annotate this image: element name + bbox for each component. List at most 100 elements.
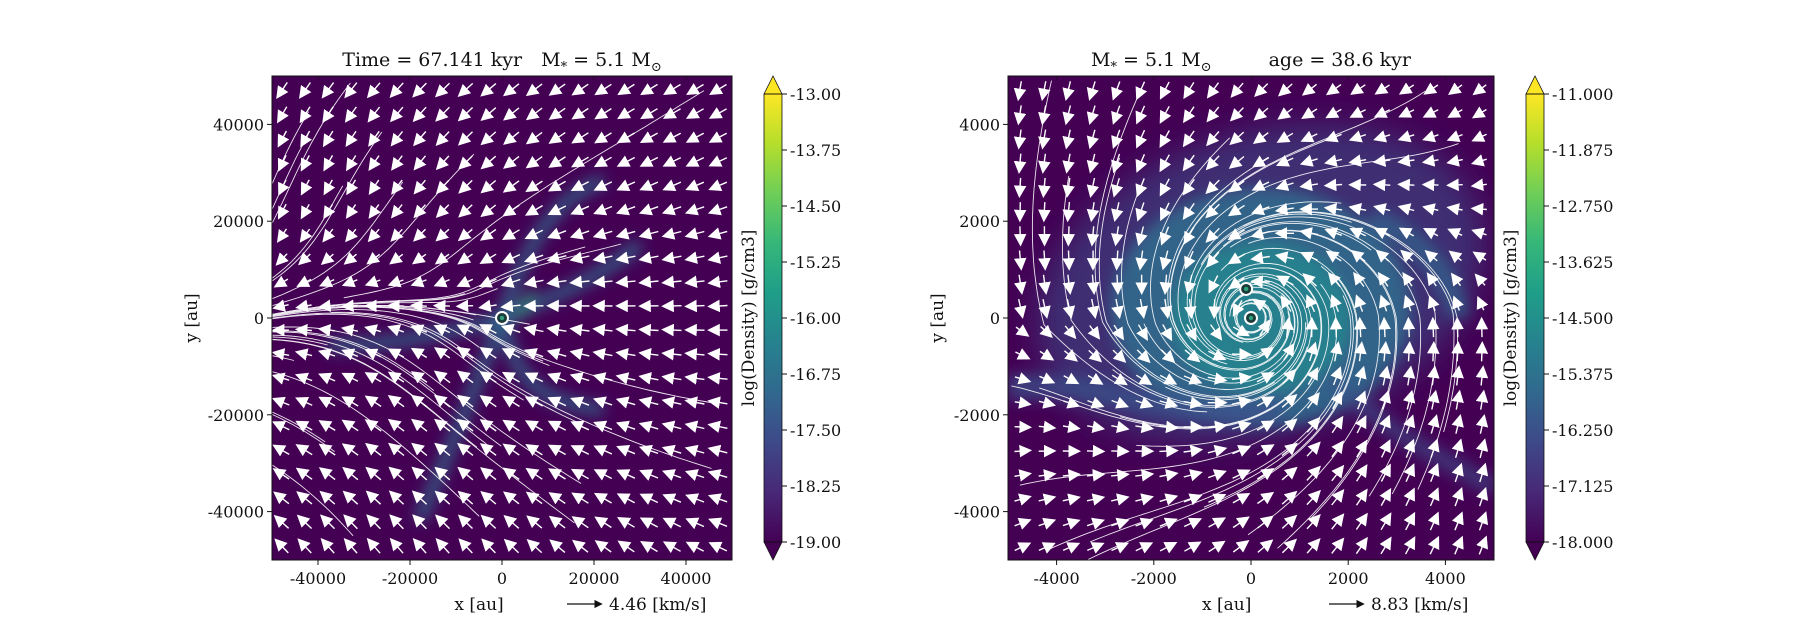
velocity-arrow [435, 179, 450, 195]
velocity-arrow [1476, 295, 1489, 311]
velocity-arrow [295, 444, 313, 457]
velocity-arrow [707, 227, 728, 240]
velocity-arrow [480, 155, 497, 170]
velocity-arrow [1257, 515, 1274, 529]
velocity-arrow [1111, 226, 1124, 247]
velocity-arrow [387, 418, 405, 432]
velocity-arrow [1205, 155, 1220, 171]
x-tick-label: 40000 [661, 569, 712, 588]
colorbar-gradient [764, 94, 782, 542]
velocity-arrow [1232, 492, 1251, 505]
velocity-arrow [1207, 420, 1228, 434]
velocity-arrow [389, 82, 404, 98]
velocity-arrow [387, 275, 404, 288]
velocity-arrow [388, 490, 405, 505]
velocity-arrow [525, 107, 543, 121]
velocity-arrow [1324, 227, 1343, 240]
velocity-arrow [276, 228, 290, 243]
velocity-arrow [594, 107, 612, 120]
velocity-arrow [685, 179, 705, 191]
velocity-arrow [341, 299, 358, 313]
velocity-arrow [1208, 493, 1227, 506]
velocity-arrow [276, 82, 289, 100]
velocity-arrow [1299, 154, 1318, 167]
velocity-arrow [661, 227, 682, 240]
velocity-arrow [1088, 349, 1103, 363]
velocity-arrow [1251, 179, 1270, 191]
velocity-arrow [1451, 511, 1464, 531]
velocity-arrow [1014, 396, 1032, 409]
velocity-arrow [547, 227, 567, 240]
velocity-arrow [277, 130, 290, 148]
velocity-arrow [319, 490, 336, 505]
velocity-arrow [707, 275, 728, 289]
colorbar-tick-label: -11.875 [1552, 141, 1613, 160]
velocity-arrow [1135, 226, 1148, 247]
velocity-arrow [1302, 273, 1317, 287]
velocity-arrow [1184, 250, 1196, 270]
velocity-arrow [1183, 82, 1196, 100]
velocity-arrow [1306, 465, 1321, 481]
y-tick-label: 0 [254, 309, 264, 328]
velocity-arrow [661, 372, 682, 385]
streamline [272, 336, 328, 346]
velocity-arrow [1086, 202, 1100, 223]
velocity-arrow [1184, 349, 1201, 363]
velocity-arrow [684, 469, 705, 482]
velocity-arrow [1282, 368, 1297, 385]
velocity-arrow [1159, 202, 1172, 222]
velocity-arrow [1062, 153, 1075, 174]
velocity-arrow [413, 179, 427, 195]
velocity-arrow [1013, 177, 1027, 199]
velocity-arrow [1254, 83, 1269, 98]
velocity-arrow [411, 466, 428, 481]
colorbar-label: log(Density) [g/cm3] [739, 230, 759, 407]
velocity-arrow [684, 372, 705, 385]
x-tick-label: 4000 [1425, 569, 1466, 588]
velocity-arrow [1397, 154, 1415, 167]
velocity-arrow [661, 275, 682, 289]
velocity-arrow [1475, 365, 1489, 386]
colorbar-tick-label: -11.000 [1552, 85, 1613, 104]
velocity-arrow [1182, 203, 1196, 220]
velocity-arrow [708, 541, 728, 554]
velocity-arrow [1348, 203, 1367, 216]
velocity-arrow [296, 275, 312, 287]
x-tick-label: -20000 [382, 569, 438, 588]
velocity-arrow [546, 323, 567, 337]
velocity-arrow [1474, 273, 1488, 287]
velocity-arrow [548, 83, 566, 96]
velocity-arrow [1232, 324, 1250, 337]
velocity-arrow [615, 275, 636, 289]
colorbar-tick-label: -15.25 [790, 253, 841, 272]
velocity-arrow [616, 469, 636, 481]
velocity-arrow [1355, 464, 1368, 482]
velocity-arrow [615, 227, 636, 240]
velocity-arrow [570, 445, 590, 457]
velocity-arrow [616, 131, 635, 144]
velocity-arrow [1426, 341, 1440, 362]
velocity-arrow [277, 106, 289, 124]
velocity-arrow [1424, 249, 1439, 263]
velocity-arrow [1013, 250, 1027, 271]
velocity-arrow [525, 83, 543, 97]
velocity-arrow [1427, 487, 1440, 507]
velocity-arrow [1330, 366, 1343, 386]
velocity-arrow [1159, 274, 1173, 295]
velocity-arrow [1159, 420, 1179, 434]
streamline [1169, 138, 1330, 370]
velocity-arrow [345, 228, 358, 243]
velocity-arrow [1450, 272, 1464, 287]
velocity-arrow [435, 204, 450, 219]
velocity-arrow [1281, 316, 1294, 338]
colorbar-extend-min [1525, 541, 1545, 561]
velocity-arrow [615, 323, 636, 337]
velocity-arrow [1451, 438, 1464, 458]
velocity-arrow [592, 323, 613, 337]
velocity-arrow [1373, 130, 1391, 143]
velocity-arrow [317, 323, 335, 337]
velocity-arrow [1183, 274, 1197, 295]
velocity-arrow [685, 107, 704, 119]
velocity-arrow [1205, 179, 1220, 195]
velocity-arrow [435, 155, 450, 171]
